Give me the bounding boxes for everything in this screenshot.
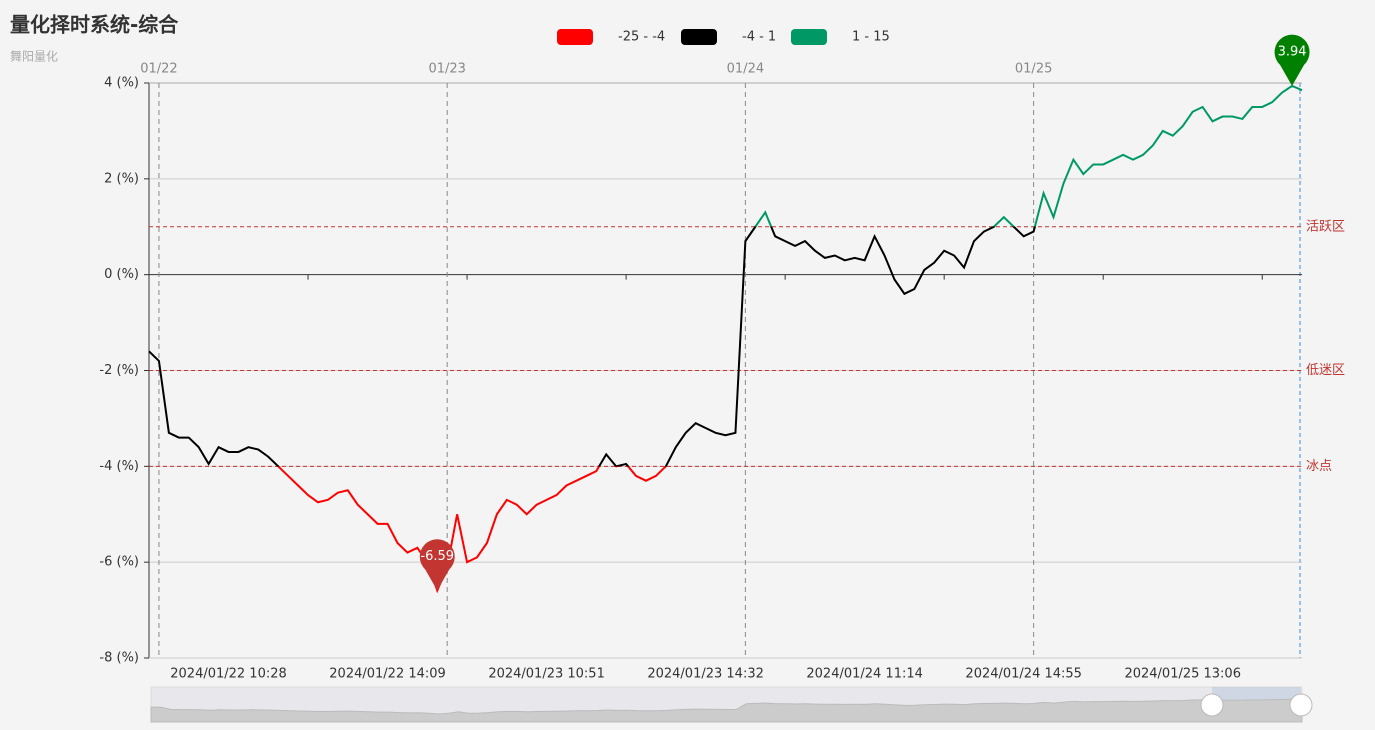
pin-label: 3.94 [1278, 44, 1307, 59]
legend-swatch[interactable] [557, 29, 593, 45]
legend-label: -25 - -4 [618, 30, 665, 45]
pin-label: -6.59 [420, 549, 454, 564]
data-line [148, 84, 1303, 594]
zoom-handle[interactable] [1289, 693, 1313, 717]
y-tick-label: -4 (%) [99, 459, 139, 474]
y-tick-label: -8 (%) [99, 651, 139, 666]
x-tick-label: 2024/01/25 13:06 [1124, 667, 1241, 682]
legend-swatch[interactable] [681, 29, 717, 45]
top-tick-label: 01/24 [727, 62, 764, 77]
zoom-shadow [150, 698, 1303, 723]
x-tick-label: 2024/01/22 14:09 [329, 667, 446, 682]
mark-line-label: 冰点 [1306, 459, 1332, 474]
y-tick-label: 2 (%) [104, 171, 139, 186]
y-tick-label: 0 (%) [104, 267, 139, 282]
x-tick-label: 2024/01/23 10:51 [488, 667, 605, 682]
top-tick-label: 01/25 [1015, 62, 1052, 77]
x-tick-label: 2024/01/23 14:32 [647, 667, 764, 682]
pin [419, 539, 455, 591]
x-tick-label: 2024/01/22 10:28 [170, 667, 287, 682]
chart-subtitle: 舞阳量化 [10, 50, 58, 64]
chart-title: 量化择时系统-综合 [10, 13, 179, 37]
legend-label: -4 - 1 [742, 30, 776, 45]
zoom-handle[interactable] [1200, 693, 1224, 717]
legend-label: 1 - 15 [852, 30, 890, 45]
top-tick-label: 01/22 [140, 62, 177, 77]
x-tick-label: 2024/01/24 14:55 [965, 667, 1082, 682]
y-tick-label: 4 (%) [104, 76, 139, 91]
y-tick-label: -2 (%) [99, 363, 139, 378]
pin [1274, 34, 1310, 86]
mark-line-label: 活跃区 [1306, 219, 1345, 234]
legend-swatch[interactable] [791, 29, 827, 45]
mark-line-label: 低迷区 [1306, 363, 1345, 378]
y-tick-label: -6 (%) [99, 555, 139, 570]
top-tick-label: 01/23 [428, 62, 465, 77]
x-tick-label: 2024/01/24 11:14 [806, 667, 923, 682]
